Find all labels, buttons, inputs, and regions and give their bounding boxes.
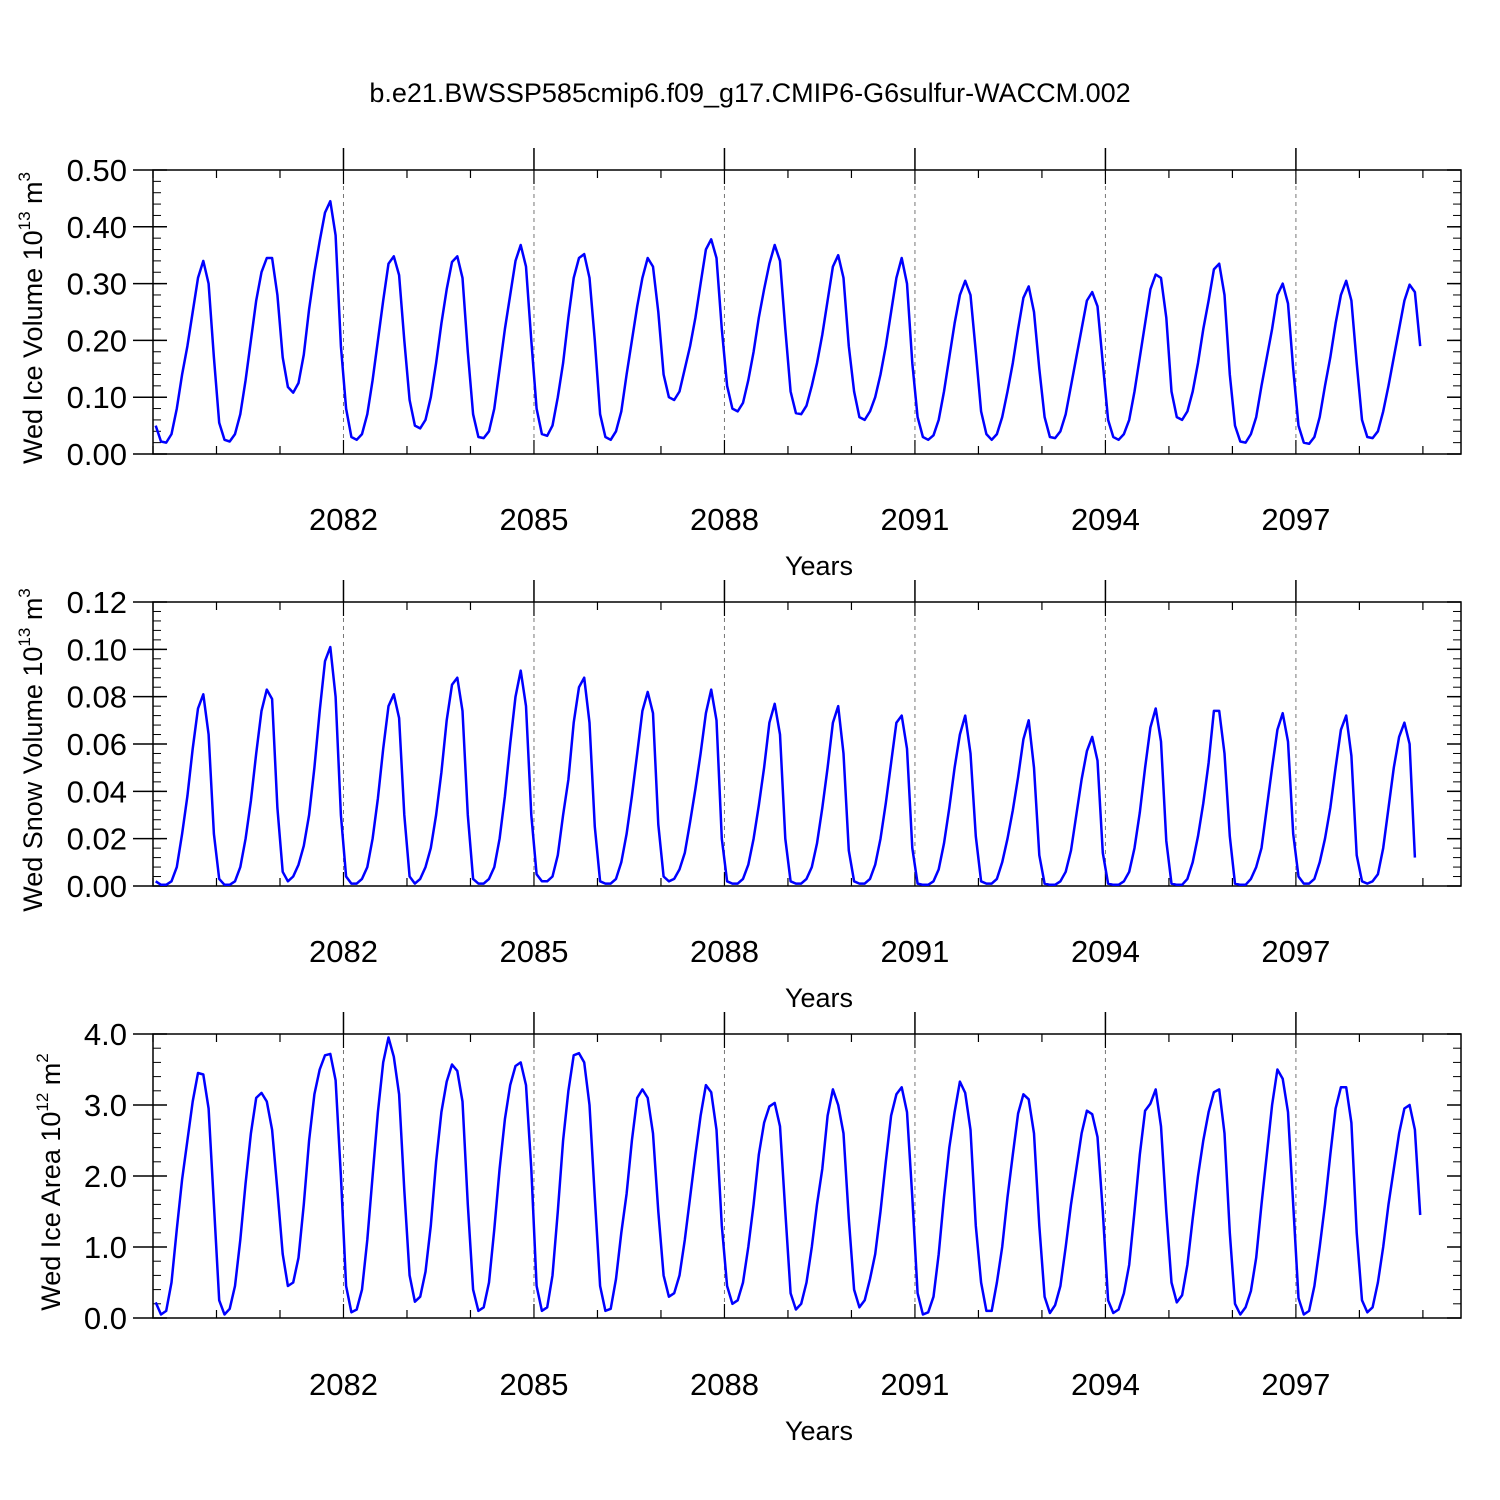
y-tick-label: 0.20 [67, 323, 127, 358]
y-tick-label: 2.0 [84, 1159, 127, 1194]
y-tick-label: 0.10 [67, 380, 127, 415]
x-axis-label: Years [785, 1416, 853, 1446]
y-tick-label: 0.10 [67, 632, 127, 667]
y-tick-label: 3.0 [84, 1088, 127, 1123]
y-axis-label: Wed Ice Area 1012 m2 [33, 1053, 66, 1311]
y-tick-label: 0.12 [67, 585, 127, 620]
x-tick-label: 2088 [690, 1367, 759, 1402]
y-tick-label: 0.02 [67, 822, 127, 857]
x-tick-label: 2088 [690, 934, 759, 969]
y-axis-label: Wed Ice Volume 1013 m3 [15, 172, 48, 464]
y-tick-label: 0.04 [67, 774, 127, 809]
x-tick-label: 2091 [880, 502, 949, 537]
x-tick-label: 2091 [880, 1367, 949, 1402]
y-tick-label: 0.00 [67, 869, 127, 904]
y-tick-label: 0.40 [67, 210, 127, 245]
x-tick-label: 2088 [690, 502, 759, 537]
x-tick-label: 2082 [309, 502, 378, 537]
x-tick-label: 2094 [1071, 934, 1140, 969]
chart-panel-1: 0.00 0.10 0.20 0.30 0.40 0.50 2082 2085 2088 2091… [15, 148, 1462, 581]
x-axis-label: Years [785, 983, 853, 1013]
y-tick-label: 4.0 [84, 1017, 127, 1052]
x-tick-label: 2085 [499, 502, 568, 537]
x-tick-label: 2085 [499, 934, 568, 969]
y-tick-label: 0.0 [84, 1301, 127, 1336]
series-line-1 [154, 199, 1422, 446]
figure-title: b.e21.BWSSP585cmip6.f09_g17.CMIP6-G6sulf… [369, 78, 1131, 108]
plot-frame [152, 601, 1462, 887]
y-tick-label: 0.06 [67, 727, 127, 762]
chart-panel-3: 0.0 1.0 2.0 3.0 4.0 2082 2085 2088 2091 2094 2097 Y… [33, 1012, 1462, 1446]
y-tick-label: 0.30 [67, 267, 127, 302]
y-tick-label: 0.50 [67, 153, 127, 188]
chart-panel-2: 0.00 0.02 0.04 0.06 0.08 0.10 0.12 2082 2085 2088… [15, 580, 1462, 1013]
series-line-1 [154, 1036, 1422, 1316]
x-tick-label: 2082 [309, 934, 378, 969]
x-tick-label: 2082 [309, 1367, 378, 1402]
x-tick-label: 2094 [1071, 1367, 1140, 1402]
y-axis-label: Wed Snow Volume 1013 m3 [15, 588, 48, 912]
x-axis-label: Years [785, 551, 853, 581]
x-tick-label: 2094 [1071, 502, 1140, 537]
plot-frame [152, 169, 1462, 455]
x-tick-label: 2097 [1261, 1367, 1330, 1402]
y-tick-label: 0.08 [67, 680, 127, 715]
series-line-1 [155, 645, 1417, 887]
x-tick-label: 2097 [1261, 502, 1330, 537]
x-tick-label: 2085 [499, 1367, 568, 1402]
x-tick-label: 2097 [1261, 934, 1330, 969]
x-tick-label: 2091 [880, 934, 949, 969]
y-tick-label: 1.0 [84, 1230, 127, 1265]
y-tick-label: 0.00 [67, 437, 127, 472]
